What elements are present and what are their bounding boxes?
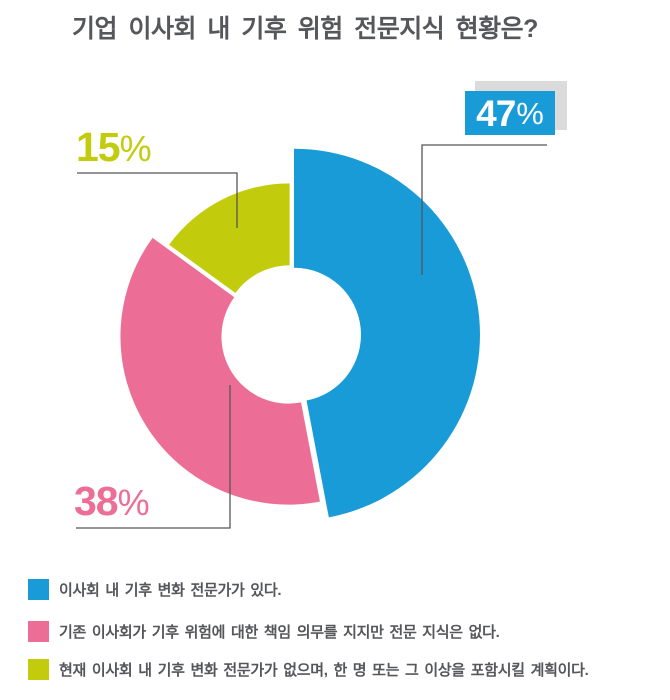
legend-swatch-lime [28,658,49,680]
connector-line-47 [421,144,547,275]
percent-sign: % [516,95,544,131]
legend-swatch-pink [28,620,49,642]
donut-slice-0 [293,148,480,518]
legend-swatch-blue [28,578,49,600]
legend-label-pink: 기존 이사회가 기후 위험에 대한 책임 의무를 지지만 전문 지식은 없다. [59,623,500,641]
chart-title: 기업 이사회 내 기후 위험 전문지식 현황은? [72,15,538,43]
legend-item-blue: 이사회 내 기후 변화 전문가가 있다. [28,578,282,600]
callout-value-15: 15% [76,127,152,168]
legend-label-blue: 이사회 내 기후 변화 전문가가 있다. [59,581,282,599]
percent-sign: % [117,482,150,523]
connector-line-15 [77,172,238,228]
donut-slice-1 [120,237,320,505]
donut-slice-2 [169,183,290,293]
percent-sign: % [119,128,152,169]
legend-item-pink: 기존 이사회가 기후 위험에 대한 책임 의무를 지지만 전문 지식은 없다. [28,620,500,642]
callout-value-38: 38% [74,481,150,522]
connector-line-38 [76,385,231,529]
legend-item-lime: 현재 이사회 내 기후 변화 전문가가 없으며, 한 명 또는 그 이상을 포함… [28,658,589,680]
legend-label-lime: 현재 이사회 내 기후 변화 전문가가 없으며, 한 명 또는 그 이상을 포함… [59,661,589,679]
callout-number-15: 15 [76,124,121,170]
callout-badge-47: 47% [465,91,555,135]
callout-number-38: 38 [74,478,119,524]
callout-value-47: 47 [476,92,516,134]
